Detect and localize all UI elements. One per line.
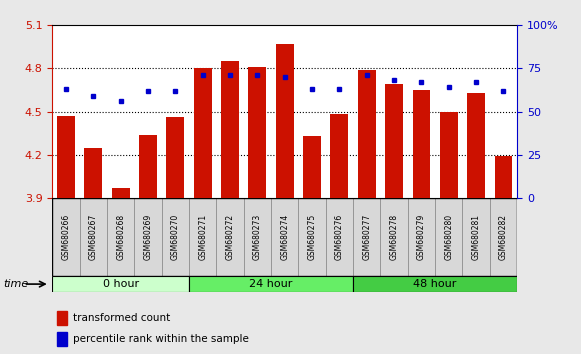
Bar bbox=[435, 198, 462, 276]
Bar bbox=[57, 312, 67, 325]
Text: GSM680279: GSM680279 bbox=[417, 214, 426, 260]
Bar bbox=[381, 198, 408, 276]
Text: 24 hour: 24 hour bbox=[249, 279, 293, 289]
Bar bbox=[221, 61, 239, 198]
Bar bbox=[326, 198, 353, 276]
Bar bbox=[494, 156, 512, 198]
Bar bbox=[299, 198, 326, 276]
Bar bbox=[467, 93, 485, 198]
Bar bbox=[353, 276, 517, 292]
Bar bbox=[413, 90, 431, 198]
Bar bbox=[462, 198, 490, 276]
Bar bbox=[134, 198, 162, 276]
Bar bbox=[440, 112, 458, 198]
Bar bbox=[358, 70, 375, 198]
Bar bbox=[189, 276, 353, 292]
Bar bbox=[139, 135, 157, 198]
Bar bbox=[57, 116, 75, 198]
Text: GSM680278: GSM680278 bbox=[389, 214, 399, 260]
Text: GSM680274: GSM680274 bbox=[280, 214, 289, 260]
Bar bbox=[303, 136, 321, 198]
Bar bbox=[331, 114, 348, 198]
Text: GSM680273: GSM680273 bbox=[253, 214, 262, 260]
Bar bbox=[216, 198, 243, 276]
Text: GSM680275: GSM680275 bbox=[307, 214, 317, 260]
Bar bbox=[271, 198, 299, 276]
Bar bbox=[189, 198, 216, 276]
Bar bbox=[52, 198, 517, 276]
Text: GSM680282: GSM680282 bbox=[499, 214, 508, 260]
Bar bbox=[162, 198, 189, 276]
Bar bbox=[57, 332, 67, 346]
Text: percentile rank within the sample: percentile rank within the sample bbox=[73, 334, 249, 344]
Text: 0 hour: 0 hour bbox=[103, 279, 139, 289]
Text: GSM680269: GSM680269 bbox=[144, 214, 152, 260]
Bar bbox=[80, 198, 107, 276]
Bar bbox=[112, 188, 130, 198]
Text: time: time bbox=[3, 279, 28, 289]
Text: 48 hour: 48 hour bbox=[413, 279, 457, 289]
Text: GSM680266: GSM680266 bbox=[62, 214, 70, 260]
Text: GSM680280: GSM680280 bbox=[444, 214, 453, 260]
Text: GSM680270: GSM680270 bbox=[171, 214, 180, 260]
Text: GSM680268: GSM680268 bbox=[116, 214, 125, 260]
Text: GSM680271: GSM680271 bbox=[198, 214, 207, 260]
Bar bbox=[52, 198, 80, 276]
Bar bbox=[107, 198, 134, 276]
Text: GSM680276: GSM680276 bbox=[335, 214, 344, 260]
Bar bbox=[166, 117, 184, 198]
Bar bbox=[408, 198, 435, 276]
Bar bbox=[276, 44, 293, 198]
Bar bbox=[52, 276, 189, 292]
Text: GSM680267: GSM680267 bbox=[89, 214, 98, 260]
Bar bbox=[194, 68, 211, 198]
Text: GSM680277: GSM680277 bbox=[362, 214, 371, 260]
Text: GSM680281: GSM680281 bbox=[472, 214, 480, 260]
Bar bbox=[490, 198, 517, 276]
Bar bbox=[353, 198, 381, 276]
Bar bbox=[84, 148, 102, 198]
Bar bbox=[385, 84, 403, 198]
Text: GSM680272: GSM680272 bbox=[225, 214, 235, 260]
Text: transformed count: transformed count bbox=[73, 313, 170, 323]
Bar bbox=[243, 198, 271, 276]
Bar bbox=[249, 67, 266, 198]
